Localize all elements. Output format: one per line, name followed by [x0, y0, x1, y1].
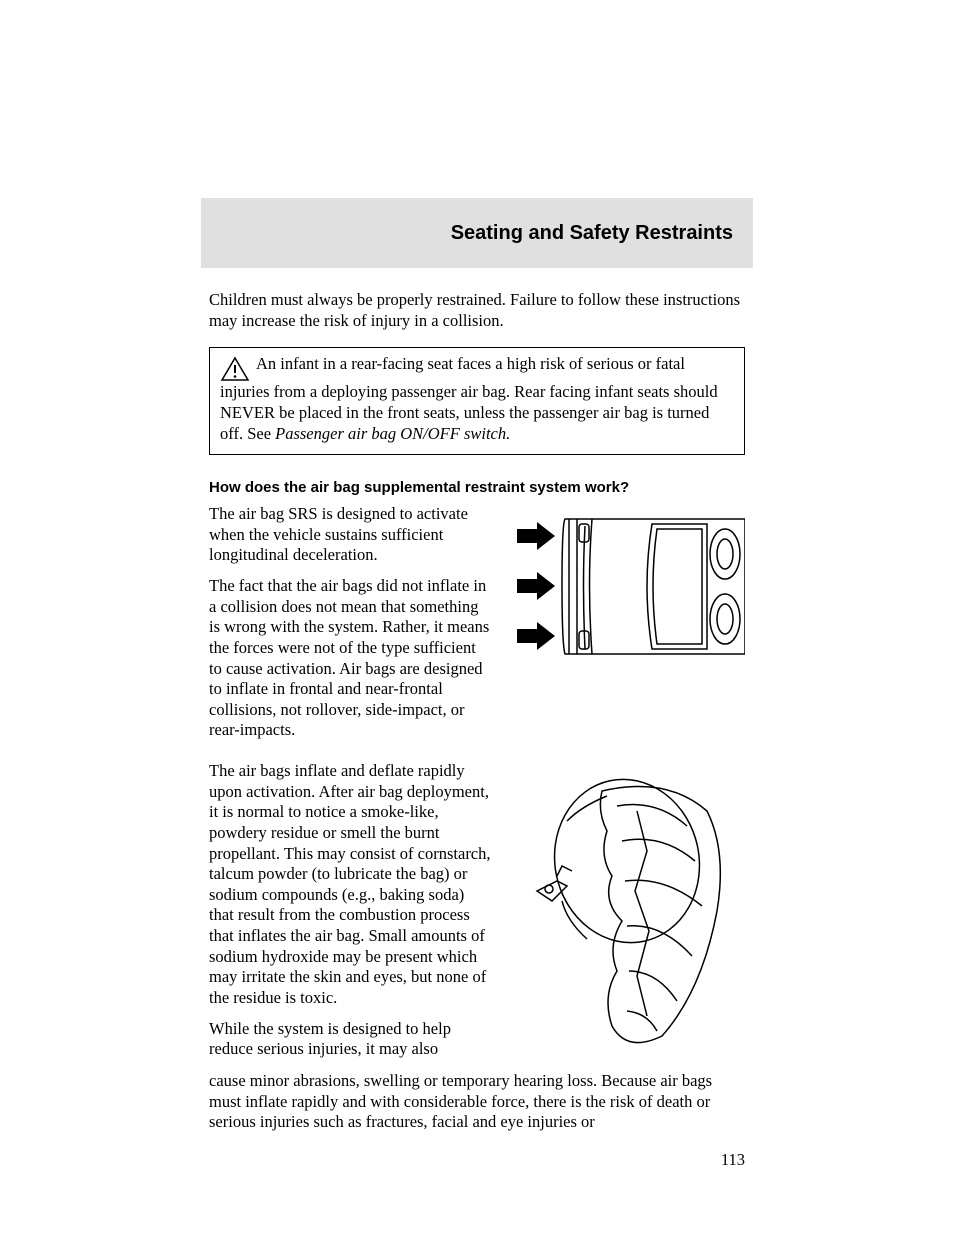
- paragraph-2: The fact that the air bags did not infla…: [209, 576, 491, 741]
- intro-paragraph: Children must always be properly restrai…: [209, 290, 745, 331]
- figure-vehicle-collision: [507, 504, 745, 751]
- warning-box: An infant in a rear-facing seat faces a …: [209, 347, 745, 455]
- paragraph-4-narrow: While the system is designed to help red…: [209, 1019, 491, 1060]
- paragraph-3: The air bags inflate and deflate rapidly…: [209, 761, 491, 1009]
- figure-airbag-deployment: [507, 761, 745, 1061]
- paragraph-4-wide: cause minor abrasions, swelling or tempo…: [209, 1071, 745, 1133]
- page-title: Seating and Safety Restraints: [451, 222, 733, 245]
- header-bar: Seating and Safety Restraints: [201, 198, 753, 268]
- warning-triangle-icon: [220, 356, 250, 382]
- section-heading: How does the air bag supplemental restra…: [209, 479, 745, 496]
- page-number: 113: [721, 1150, 745, 1170]
- content-row-1: The air bag SRS is designed to activate …: [209, 504, 745, 751]
- paragraph-1: The air bag SRS is designed to activate …: [209, 504, 491, 566]
- warning-italic-text: Passenger air bag ON/OFF switch.: [275, 424, 510, 443]
- content-row-2: The air bags inflate and deflate rapidly…: [209, 761, 745, 1061]
